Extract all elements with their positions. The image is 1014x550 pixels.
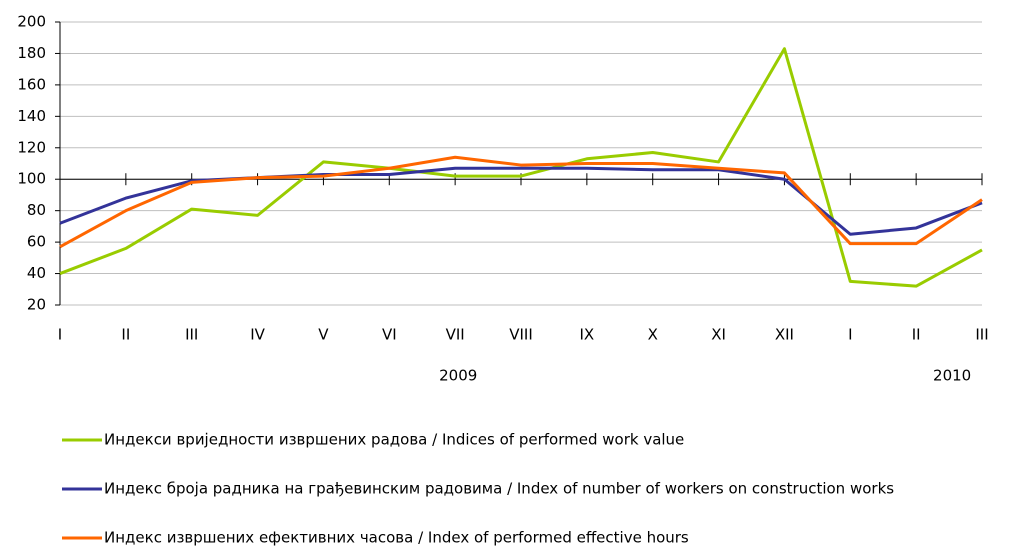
x-tick-label: III <box>975 326 988 344</box>
y-tick-label: 160 <box>17 75 46 93</box>
y-tick-label: 60 <box>27 233 46 251</box>
x-tick-label: VI <box>382 326 397 344</box>
x-tick-label: II <box>121 326 130 344</box>
x-tick-label: I <box>58 326 62 344</box>
y-tick-label: 80 <box>27 201 46 219</box>
x-tick-label: X <box>648 326 658 344</box>
legend-label: Индекс броја радника на грађевинским рад… <box>104 480 894 498</box>
x-tick-label: IV <box>250 326 265 344</box>
y-tick-label: 100 <box>17 170 46 188</box>
x-group-label: 2009 <box>439 367 477 385</box>
legend-label: Индекс извршених ефективних часова / Ind… <box>104 529 689 547</box>
series-line <box>59 47 983 288</box>
x-tick-label: XII <box>775 326 794 344</box>
series-line <box>59 155 983 249</box>
x-tick-label: II <box>912 326 921 344</box>
x-tick-label: V <box>318 326 329 344</box>
x-group-label: 2010 <box>933 367 971 385</box>
y-tick-label: 40 <box>27 264 46 282</box>
legend-label: Индекси вриједности извршених радова / I… <box>104 431 684 449</box>
y-tick-label: 180 <box>17 44 46 62</box>
x-tick-label: VIII <box>509 326 533 344</box>
y-tick-label: 140 <box>17 107 46 125</box>
y-tick-label: 20 <box>27 296 46 314</box>
x-tick-label: I <box>848 326 852 344</box>
y-tick-label: 120 <box>17 138 46 156</box>
x-tick-label: IX <box>580 326 595 344</box>
x-tick-label: VII <box>446 326 465 344</box>
x-tick-label: III <box>185 326 198 344</box>
y-tick-label: 200 <box>17 13 46 31</box>
x-tick-label: XI <box>711 326 726 344</box>
